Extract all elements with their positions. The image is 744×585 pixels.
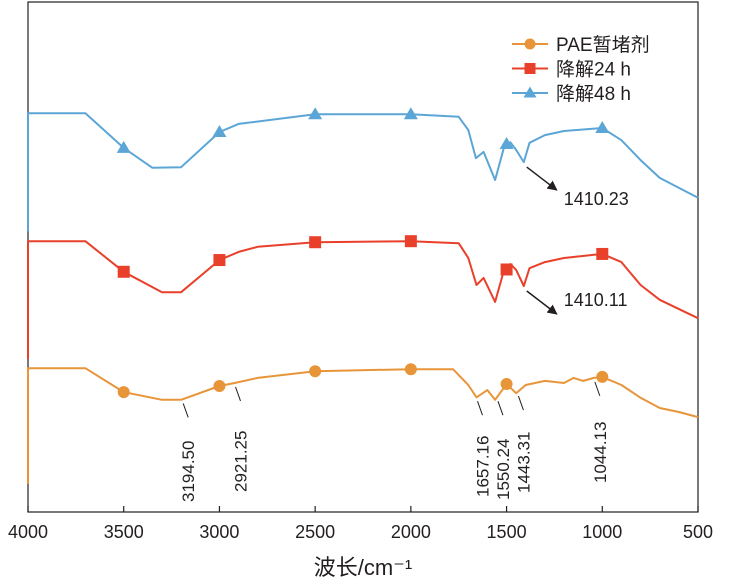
legend-marker-triangle-icon	[523, 86, 537, 98]
data-point-marker	[213, 380, 226, 393]
data-point-marker	[595, 120, 610, 133]
peak-label: 2921.25	[232, 431, 251, 492]
legend-label: 降解48 h	[556, 83, 631, 105]
data-point-marker	[404, 363, 417, 376]
x-tick-label: 500	[683, 522, 713, 542]
data-point-marker	[403, 107, 418, 120]
data-point-marker	[596, 247, 609, 260]
x-tick-label: 4000	[8, 522, 48, 542]
data-point-marker	[116, 140, 131, 153]
x-tick-label: 2000	[391, 522, 431, 542]
x-tick-label: 3000	[199, 522, 239, 542]
arrow	[526, 166, 558, 191]
data-point-marker	[499, 136, 514, 149]
x-axis-label: 波长/cm⁻¹	[314, 555, 412, 580]
x-tick-label: 1500	[487, 522, 527, 542]
x-tick-label: 1000	[582, 522, 622, 542]
peak-label: 1044.13	[591, 422, 610, 483]
series-line-1	[27, 240, 699, 359]
data-point-marker	[117, 386, 130, 399]
annotations: 3194.50 2921.25 1657.16 1550.24 1443.31 1044.…	[179, 166, 629, 502]
x-tick-label: 2500	[295, 522, 335, 542]
data-point-marker	[308, 107, 323, 120]
data-point-marker	[212, 125, 227, 138]
data-point-marker	[500, 263, 513, 276]
data-point-marker	[309, 365, 322, 378]
peak-leader-line	[517, 395, 524, 411]
peak-label: 1657.16	[473, 436, 492, 497]
data-point-marker	[596, 370, 609, 383]
data-point-marker	[404, 235, 417, 248]
x-tick-label: 3500	[104, 522, 144, 542]
legend-marker-circle-icon	[524, 38, 536, 50]
legend-marker-square-icon	[524, 63, 536, 74]
x-axis: 4000 3500 3000 2500 2000 1500 1000 500	[8, 506, 713, 542]
legend-label: PAE暂堵剂	[556, 34, 650, 56]
data-point-marker	[117, 265, 130, 278]
data-point-marker	[500, 377, 513, 390]
peak-leader-line	[182, 403, 189, 418]
arrow-label: 1410.23	[564, 189, 629, 209]
peak-leader-line	[497, 401, 504, 416]
peak-leader-line	[594, 381, 601, 397]
legend-label: 降解24 h	[556, 59, 631, 81]
data-point-marker	[309, 236, 322, 249]
peak-leader-line	[477, 401, 483, 416]
series-line-2	[27, 112, 699, 232]
arrow	[526, 290, 558, 315]
peak-label: 1443.31	[514, 432, 533, 493]
data-point-marker	[213, 254, 226, 267]
peak-label: 3194.50	[179, 441, 198, 502]
markers	[116, 107, 610, 399]
peak-label: 1550.24	[494, 439, 513, 500]
peak-leader-line	[235, 386, 241, 402]
arrow-label: 1410.11	[564, 290, 628, 310]
